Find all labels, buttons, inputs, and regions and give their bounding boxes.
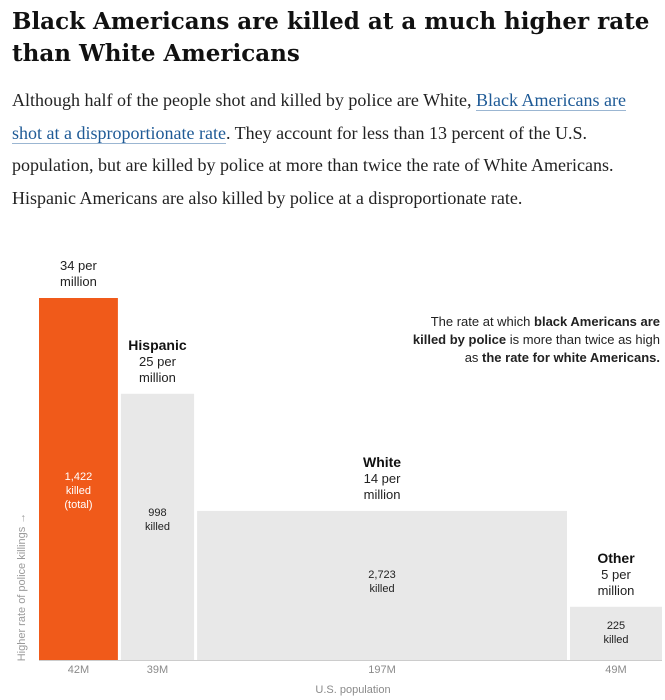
annotation-segment: is more than twice as high — [506, 332, 660, 347]
intro-text-before: Although half of the people shot and kil… — [12, 90, 477, 110]
rate-label-hispanic: million — [139, 370, 176, 385]
group-label-other: Other — [597, 550, 635, 566]
chart-annotation: The rate at which black Americans are kil… — [413, 314, 660, 365]
x-axis-label: U.S. population — [315, 684, 390, 696]
rate-label-other: 5 per — [601, 567, 631, 582]
bars-layer — [39, 298, 662, 661]
bar-hispanic — [120, 393, 195, 660]
annotation-line: as the rate for white Americans. — [465, 350, 660, 365]
intro-paragraph: Although half of the people shot and kil… — [12, 84, 657, 214]
killed-label-other: killed — [603, 634, 628, 646]
annotation-segment: as — [465, 350, 482, 365]
population-label-white: 197M — [368, 664, 396, 676]
rate-label-white: 14 per — [364, 471, 402, 486]
killed-label-black: killed — [66, 485, 91, 497]
annotation-line: killed by police is more than twice as h… — [413, 332, 660, 347]
killed-label-other: 225 — [607, 620, 625, 632]
annotation-segment: killed by police — [413, 332, 506, 347]
group-label-hispanic: Hispanic — [128, 337, 187, 353]
killed-label-black: (total) — [64, 499, 92, 511]
killed-label-white: 2,723 — [368, 569, 396, 581]
rate-label-white: million — [364, 487, 401, 502]
annotation-segment: black Americans are — [534, 314, 660, 329]
rate-label-hispanic: 25 per — [139, 354, 177, 369]
annotation-segment: the rate for white Americans. — [482, 350, 660, 365]
killed-label-black: 1,422 — [65, 471, 93, 483]
population-label-black: 42M — [68, 664, 89, 676]
bar-white — [197, 510, 567, 660]
headline: Black Americans are killed at a much hig… — [12, 8, 650, 67]
group-label-white: White — [363, 454, 401, 470]
population-label-other: 49M — [605, 664, 626, 676]
rate-label-black: 34 per — [60, 258, 98, 273]
population-label-hispanic: 39M — [147, 664, 168, 676]
intro-link[interactable]: Black Americans are shot at a disproport… — [12, 90, 626, 144]
killed-label-hispanic: 998 — [148, 507, 166, 519]
annotation-line: The rate at which black Americans are — [431, 314, 660, 329]
killed-label-hispanic: killed — [145, 521, 170, 533]
bar-black — [39, 298, 118, 660]
annotation-segment: The rate at which — [431, 314, 534, 329]
bar-other — [570, 606, 662, 660]
rate-label-black: million — [60, 274, 97, 289]
killed-label-white: killed — [370, 583, 395, 595]
y-axis-label: Higher rate of police killings → — [16, 513, 28, 662]
rate-label-other: million — [598, 583, 635, 598]
intro-text-after: . They account for less than 13 percent … — [12, 122, 614, 208]
